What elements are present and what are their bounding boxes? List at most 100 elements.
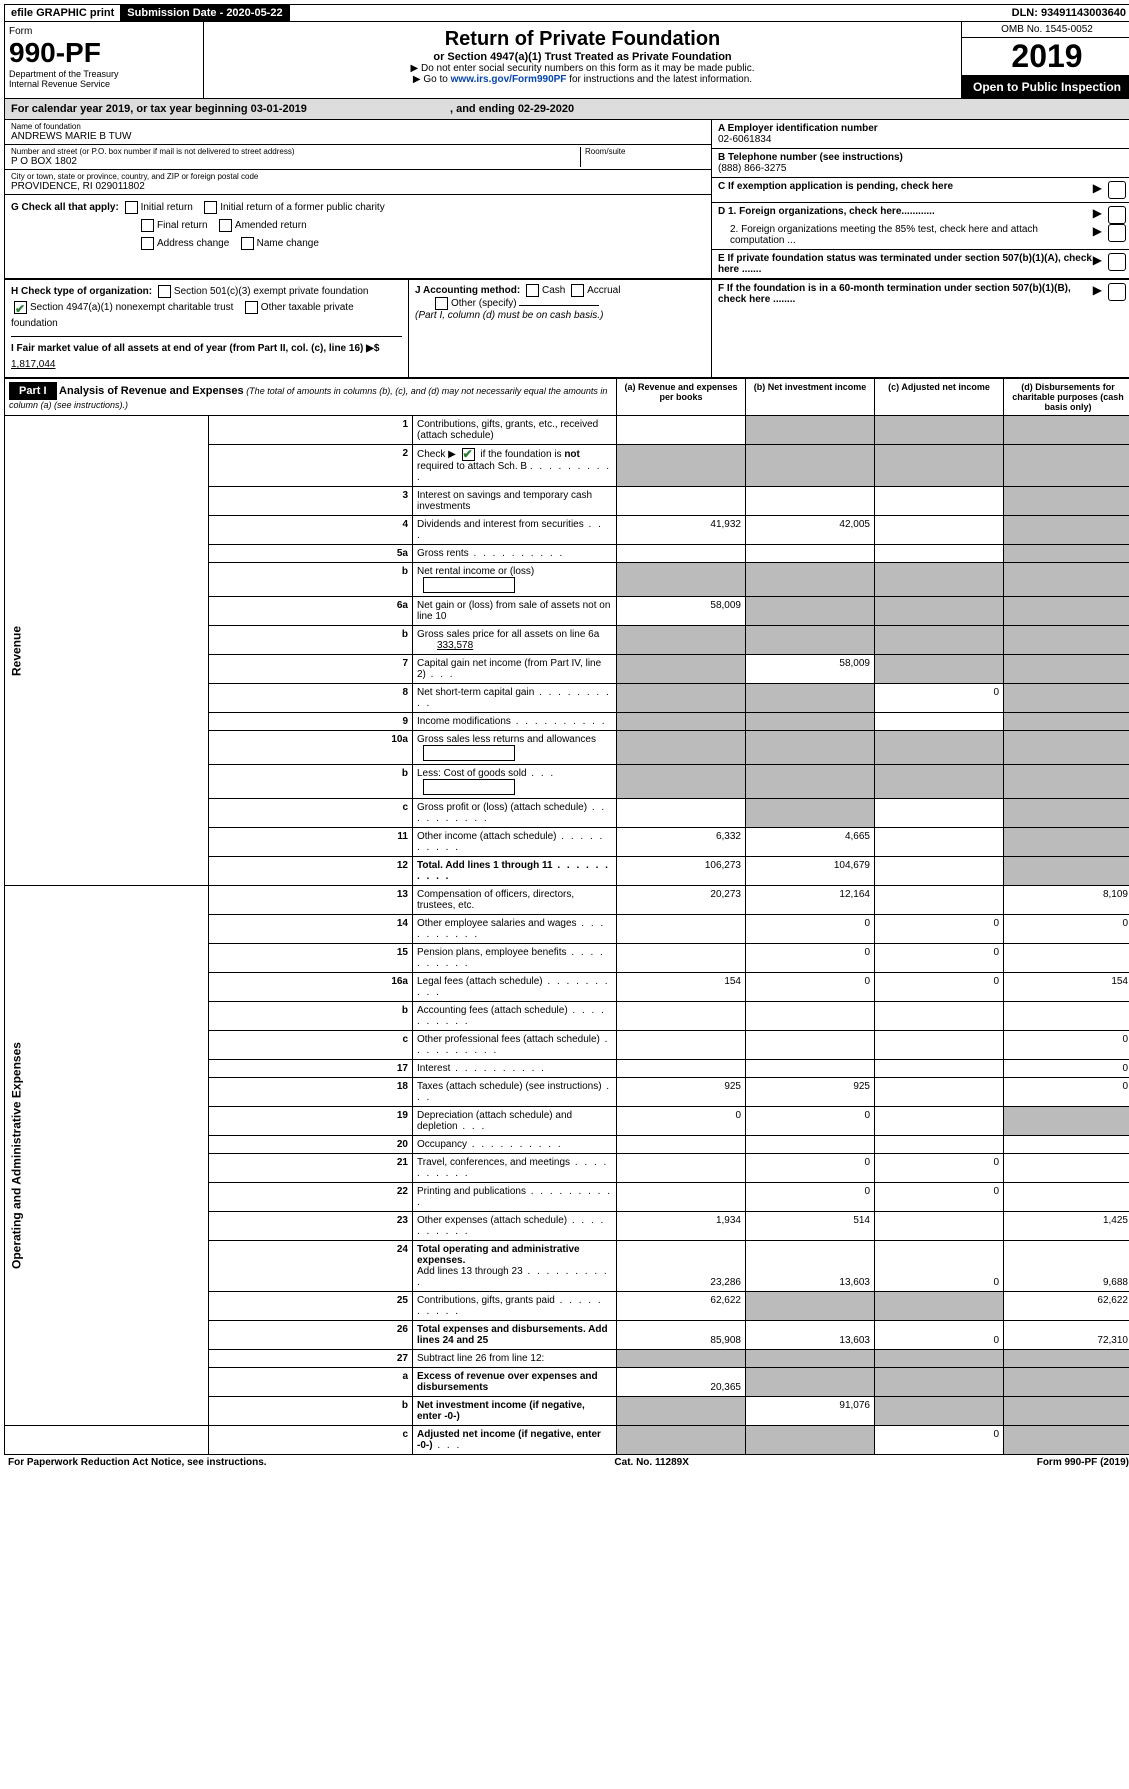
r12-b: 104,679 [746, 857, 875, 886]
checkbox-c[interactable] [1108, 181, 1126, 199]
row-16a: Legal fees (attach schedule) [417, 976, 543, 987]
row-24b: Add lines 13 through 23 [417, 1266, 523, 1277]
row-10b: Less: Cost of goods sold [417, 768, 527, 779]
r16c-d: 0 [1004, 1031, 1129, 1060]
row-num: 25 [209, 1292, 413, 1321]
j-label: J Accounting method: [415, 285, 520, 296]
checkbox-d2[interactable] [1108, 224, 1126, 242]
submission-date: Submission Date - 2020-05-22 [121, 5, 289, 21]
row-num: 6a [209, 597, 413, 626]
row-num: 11 [209, 828, 413, 857]
checkbox-cash[interactable] [526, 284, 539, 297]
dln: DLN: 93491143003640 [1006, 5, 1129, 21]
r19-a: 0 [617, 1107, 746, 1136]
ein-block: A Employer identification number 02-6061… [712, 120, 1129, 149]
fmv-value: 1,817,044 [11, 359, 56, 370]
footer-right: Form 990-PF (2019) [1037, 1457, 1129, 1468]
part1-title: Analysis of Revenue and Expenses [59, 385, 244, 397]
row-num: 10a [209, 731, 413, 765]
address: P O BOX 1802 [11, 156, 580, 167]
row-num: 5a [209, 545, 413, 563]
checkbox-accrual[interactable] [571, 284, 584, 297]
r22-b: 0 [746, 1183, 875, 1212]
form-word: Form [9, 26, 199, 37]
r22-c: 0 [875, 1183, 1004, 1212]
top-bar: efile GRAPHIC print Submission Date - 20… [4, 4, 1129, 22]
row-num: 7 [209, 655, 413, 684]
section-J: J Accounting method: Cash Accrual Other … [409, 280, 712, 377]
row-10c: Gross profit or (loss) (attach schedule) [417, 802, 587, 813]
checkbox-initial-return[interactable] [125, 201, 138, 214]
row-num: 21 [209, 1154, 413, 1183]
input-5b[interactable] [423, 577, 515, 593]
part1-label: Part I [9, 382, 57, 400]
row-19: Depreciation (attach schedule) and deple… [417, 1110, 572, 1132]
row-num: 9 [209, 713, 413, 731]
arrow-icon: ▶ [1093, 283, 1102, 305]
row-num: b [209, 1002, 413, 1031]
checkbox-e[interactable] [1108, 253, 1126, 271]
city-block: City or town, state or province, country… [5, 170, 711, 194]
entity-block: Name of foundation ANDREWS MARIE B TUW N… [4, 120, 1129, 279]
r8-c: 0 [875, 684, 1004, 713]
row-27: Subtract line 26 from line 12: [413, 1350, 617, 1368]
r13-d: 8,109 [1004, 886, 1129, 915]
r18-b: 925 [746, 1078, 875, 1107]
irs-link[interactable]: www.irs.gov/Form990PF [451, 74, 567, 85]
row-13: Compensation of officers, directors, tru… [413, 886, 617, 915]
omb-no: OMB No. 1545-0052 [962, 22, 1129, 38]
checkbox-501c3[interactable] [158, 285, 171, 298]
instr-2a: ▶ Go to [413, 74, 451, 85]
row-num: 4 [209, 516, 413, 545]
footer-left: For Paperwork Reduction Act Notice, see … [8, 1457, 267, 1468]
row-21: Travel, conferences, and meetings [417, 1157, 570, 1168]
r21-b: 0 [746, 1154, 875, 1183]
r11-a: 6,332 [617, 828, 746, 857]
checkbox-initial-former[interactable] [204, 201, 217, 214]
row-num: 1 [209, 416, 413, 445]
dept-2: Internal Revenue Service [9, 79, 199, 89]
h-opt2: Section 4947(a)(1) nonexempt charitable … [30, 302, 233, 313]
checkbox-address-change[interactable] [141, 237, 154, 250]
row-20: Occupancy [417, 1139, 467, 1150]
r23-d: 1,425 [1004, 1212, 1129, 1241]
form-subtitle: or Section 4947(a)(1) Trust Treated as P… [210, 51, 955, 63]
row-num: a [209, 1368, 413, 1397]
row-27b: Net investment income (if negative, ente… [413, 1397, 617, 1426]
row-num: 24 [209, 1241, 413, 1292]
arrow-icon: ▶ [1093, 224, 1102, 246]
section-I: I Fair market value of all assets at end… [11, 341, 402, 373]
input-10a[interactable] [423, 745, 515, 761]
r16a-d: 154 [1004, 973, 1129, 1002]
row-5a: Gross rents [417, 548, 469, 559]
section-G: G Check all that apply: Initial return I… [5, 194, 711, 257]
row-17: Interest [417, 1063, 450, 1074]
checkbox-other-taxable[interactable] [245, 301, 258, 314]
checkbox-name-change[interactable] [241, 237, 254, 250]
section-E: E If private foundation status was termi… [712, 250, 1129, 278]
checkbox-sch-b[interactable] [462, 448, 475, 461]
input-10b[interactable] [423, 779, 515, 795]
checkbox-final[interactable] [141, 219, 154, 232]
opt-former: Initial return of a former public charit… [220, 202, 385, 213]
checkbox-other-method[interactable] [435, 297, 448, 310]
r24-b: 13,603 [746, 1241, 875, 1292]
cal-b: , and ending 02-29-2020 [450, 103, 574, 115]
row-2: Check ▶ if the foundation is not require… [413, 445, 617, 487]
col-d-header: (d) Disbursements for charitable purpose… [1004, 379, 1129, 416]
r27c-c: 0 [875, 1426, 1004, 1455]
other-specify-line[interactable] [519, 305, 599, 306]
r7-b: 58,009 [746, 655, 875, 684]
ein-label: A Employer identification number [718, 123, 1126, 134]
r6a-a: 58,009 [617, 597, 746, 626]
r24-d: 9,688 [1004, 1241, 1129, 1292]
row-num: b [209, 1397, 413, 1426]
instr-2b: for instructions and the latest informat… [566, 74, 752, 85]
r25-a: 62,622 [617, 1292, 746, 1321]
checkbox-amended[interactable] [219, 219, 232, 232]
checkbox-d1[interactable] [1108, 206, 1126, 224]
opt-initial: Initial return [141, 202, 193, 213]
row-16c: Other professional fees (attach schedule… [417, 1034, 600, 1045]
checkbox-4947a1[interactable] [14, 301, 27, 314]
checkbox-f[interactable] [1108, 283, 1126, 301]
